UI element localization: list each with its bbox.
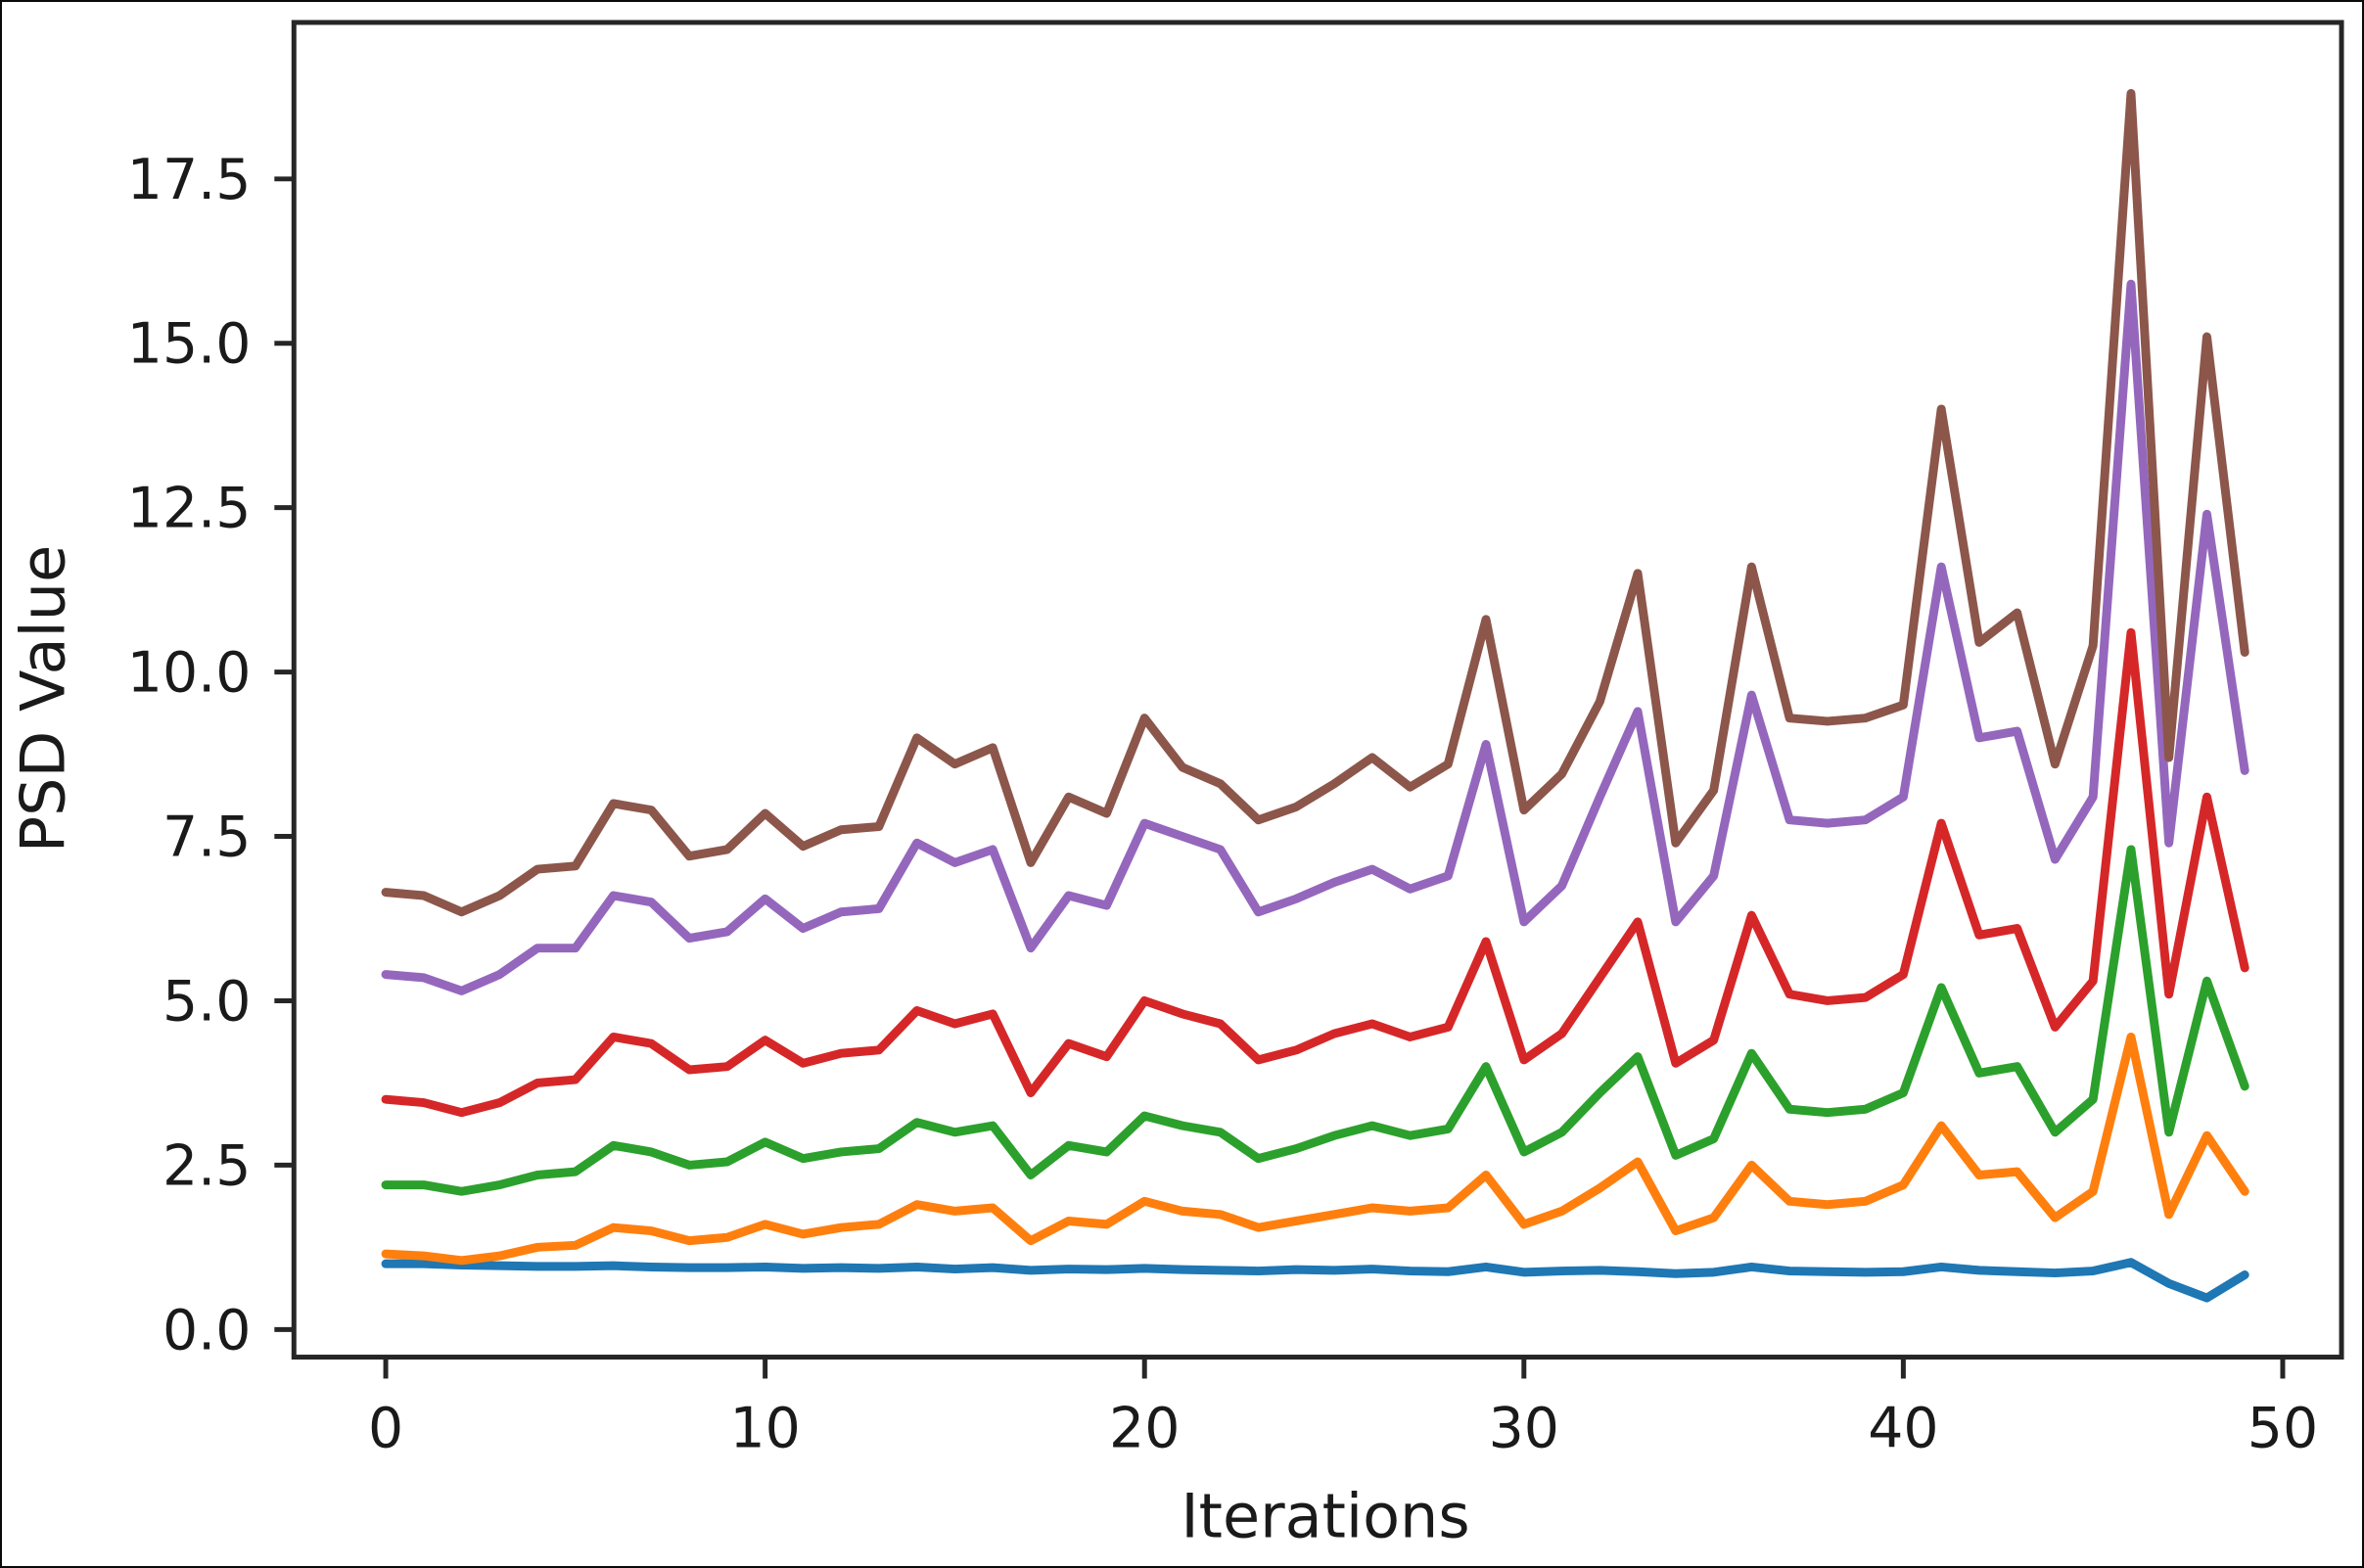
- y-tick-label: 10.0: [127, 641, 252, 706]
- line-series-purple: [381, 279, 2249, 995]
- plot-frame: [291, 20, 2344, 1360]
- x-tick-label: 30: [1489, 1396, 1559, 1460]
- y-tick-label: 0.0: [162, 1298, 251, 1362]
- x-tick-label: 0: [368, 1396, 403, 1460]
- y-tick-label: 17.5: [127, 148, 252, 212]
- y-tick-label: 12.5: [127, 477, 252, 541]
- line-series-blue: [381, 1258, 2249, 1303]
- line-series-green: [381, 845, 2249, 1196]
- x-axis-label: Iterations: [1181, 1480, 1470, 1552]
- line-series-brown: [381, 88, 2249, 917]
- x-tick-label: 10: [729, 1396, 800, 1460]
- y-tick-label: 5.0: [162, 969, 251, 1034]
- line-series-red: [381, 627, 2249, 1118]
- x-tick-label: 40: [1868, 1396, 1938, 1460]
- y-tick-label: 7.5: [162, 805, 251, 869]
- y-axis-label: PSD Value: [7, 544, 79, 853]
- x-tick-label: 20: [1109, 1396, 1180, 1460]
- y-tick-label: 2.5: [162, 1133, 251, 1198]
- x-tick-label: 50: [2248, 1396, 2318, 1460]
- line-series-orange: [381, 1032, 2249, 1266]
- y-tick-label: 15.0: [127, 312, 252, 377]
